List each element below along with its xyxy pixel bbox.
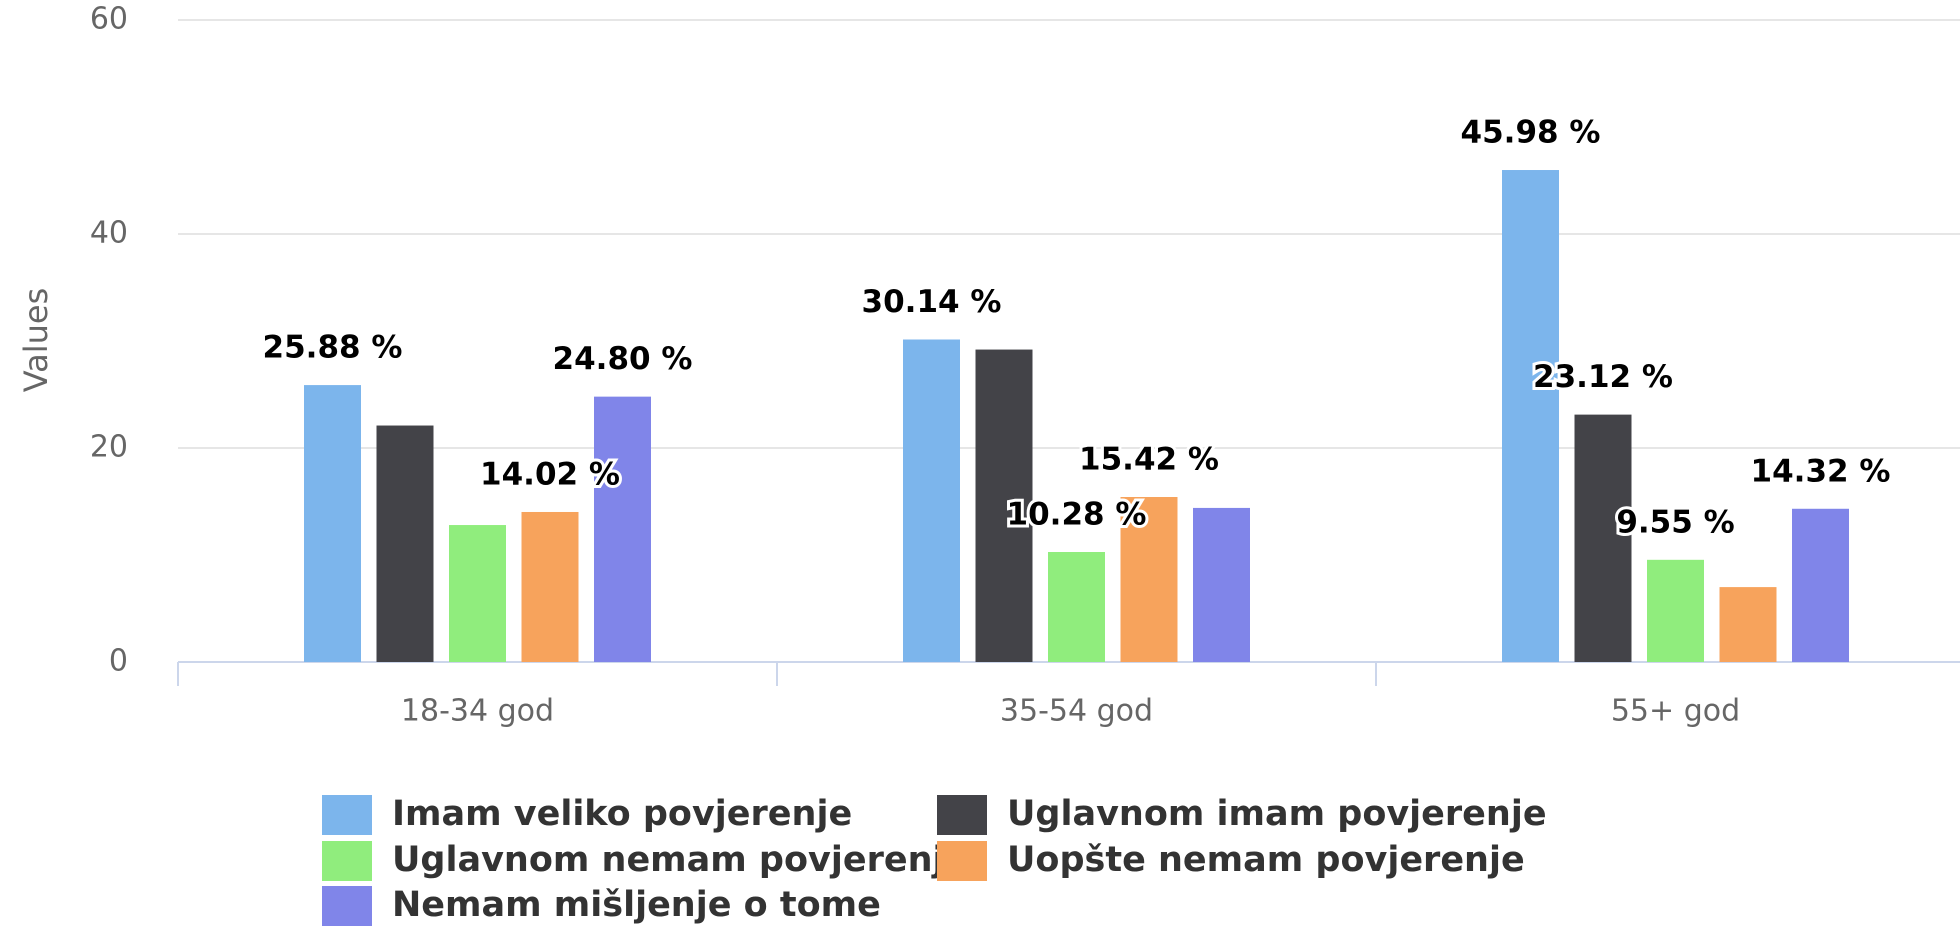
x-tick-label: 55+ god bbox=[1611, 694, 1740, 729]
legend-swatch bbox=[322, 841, 372, 881]
data-label: 9.55 % bbox=[1616, 504, 1734, 540]
bar bbox=[594, 396, 651, 662]
x-tick-label: 18-34 god bbox=[401, 694, 554, 729]
y-tick-label: 20 bbox=[90, 430, 128, 465]
data-label: 25.88 % bbox=[263, 330, 403, 366]
legend-label: Uopšte nemam povjerenje bbox=[1007, 840, 1525, 880]
bar bbox=[975, 349, 1033, 662]
legend-swatch bbox=[937, 795, 987, 835]
bar bbox=[449, 525, 506, 662]
data-label: 45.98 % bbox=[1461, 115, 1601, 151]
legend-swatch bbox=[937, 841, 987, 881]
bar bbox=[1792, 508, 1849, 662]
bar bbox=[1574, 414, 1632, 662]
y-axis-title: Values bbox=[17, 288, 55, 393]
legend-swatch bbox=[322, 795, 372, 835]
bar bbox=[1048, 552, 1105, 662]
bar bbox=[1719, 587, 1777, 662]
legend-label: Nemam mišljenje o tome bbox=[392, 885, 881, 925]
data-label: 15.42 % bbox=[1079, 442, 1219, 478]
bar bbox=[1120, 497, 1178, 662]
bar bbox=[1502, 170, 1559, 662]
data-label: 23.12 % bbox=[1533, 359, 1673, 395]
legend-label: Uglavnom imam povjerenje bbox=[1007, 794, 1547, 834]
bar bbox=[903, 339, 960, 662]
y-tick-label: 0 bbox=[109, 644, 128, 679]
y-tick-label: 60 bbox=[90, 2, 128, 37]
legend-label: Uglavnom nemam povjerenje bbox=[392, 840, 968, 880]
data-label: 14.32 % bbox=[1751, 453, 1891, 489]
bar bbox=[521, 511, 579, 662]
bar bbox=[304, 385, 361, 662]
data-label: 10.28 % bbox=[1007, 497, 1147, 533]
data-label: 14.02 % bbox=[480, 456, 620, 492]
data-label: 30.14 % bbox=[862, 284, 1002, 320]
x-tick-label: 35-54 god bbox=[1000, 694, 1153, 729]
legend-label: Imam veliko povjerenje bbox=[392, 794, 852, 834]
bar bbox=[1193, 507, 1250, 662]
y-tick-label: 40 bbox=[90, 216, 128, 251]
legend-swatch bbox=[322, 886, 372, 926]
bar bbox=[376, 425, 434, 662]
bar bbox=[1647, 559, 1704, 662]
data-label: 24.80 % bbox=[553, 341, 693, 377]
